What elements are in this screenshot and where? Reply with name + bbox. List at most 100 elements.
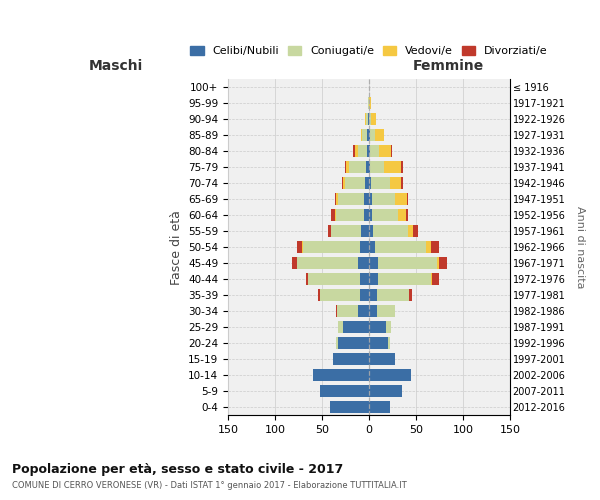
Bar <box>369 306 377 318</box>
Bar <box>386 322 391 334</box>
Bar <box>296 242 302 254</box>
Bar <box>372 210 398 222</box>
Bar <box>413 226 418 237</box>
Bar <box>369 178 371 190</box>
Bar <box>366 162 369 173</box>
Bar <box>359 290 369 302</box>
Bar <box>369 146 370 158</box>
Bar <box>306 274 308 285</box>
Bar <box>355 146 358 158</box>
Bar <box>296 258 358 270</box>
Text: Femmine: Femmine <box>412 59 484 73</box>
Bar <box>320 290 359 302</box>
Text: Maschi: Maschi <box>88 59 143 73</box>
Bar <box>346 162 349 173</box>
Bar <box>303 242 359 254</box>
Bar <box>335 210 336 222</box>
Bar <box>313 370 369 382</box>
Bar <box>343 178 344 190</box>
Bar <box>320 386 369 398</box>
Y-axis label: Fasce di età: Fasce di età <box>170 210 182 285</box>
Bar <box>372 194 395 205</box>
Bar <box>374 242 427 254</box>
Bar <box>398 210 406 222</box>
Bar <box>367 146 369 158</box>
Bar <box>431 242 439 254</box>
Bar <box>338 194 364 205</box>
Bar <box>401 178 403 190</box>
Bar <box>369 370 411 382</box>
Bar <box>343 322 369 334</box>
Bar <box>359 274 369 285</box>
Bar <box>369 354 395 366</box>
Bar <box>437 258 439 270</box>
Text: Popolazione per età, sesso e stato civile - 2017: Popolazione per età, sesso e stato civil… <box>12 462 343 475</box>
Bar <box>344 162 346 173</box>
Bar <box>369 226 373 237</box>
Bar <box>370 130 374 141</box>
Bar <box>379 258 437 270</box>
Bar <box>374 130 384 141</box>
Bar <box>379 274 431 285</box>
Bar <box>331 226 361 237</box>
Bar <box>391 146 392 158</box>
Bar <box>308 274 359 285</box>
Bar <box>369 210 372 222</box>
Bar <box>409 290 412 302</box>
Bar <box>409 226 413 237</box>
Bar <box>349 162 366 173</box>
Bar <box>368 98 369 110</box>
Bar <box>338 338 369 349</box>
Bar <box>432 274 439 285</box>
Bar <box>370 146 379 158</box>
Bar <box>329 402 369 413</box>
Bar <box>401 162 403 173</box>
Bar <box>328 226 331 237</box>
Bar <box>331 210 335 222</box>
Bar <box>388 338 389 349</box>
Bar <box>336 306 337 318</box>
Bar <box>369 386 402 398</box>
Bar <box>389 178 401 190</box>
Bar <box>369 274 379 285</box>
Bar <box>431 274 432 285</box>
Bar <box>369 114 371 126</box>
Bar <box>358 258 369 270</box>
Bar <box>367 130 369 141</box>
Bar <box>369 98 371 110</box>
Bar <box>292 258 296 270</box>
Bar <box>427 242 431 254</box>
Bar <box>361 130 362 141</box>
Bar <box>369 290 377 302</box>
Bar <box>379 146 391 158</box>
Bar <box>369 194 372 205</box>
Bar <box>364 210 369 222</box>
Bar <box>336 210 364 222</box>
Bar <box>334 354 369 366</box>
Bar <box>377 306 395 318</box>
Bar <box>318 290 320 302</box>
Legend: Celibi/Nubili, Coniugati/e, Vedovi/e, Divorziati/e: Celibi/Nubili, Coniugati/e, Vedovi/e, Di… <box>186 42 552 60</box>
Bar <box>395 194 407 205</box>
Y-axis label: Anni di nascita: Anni di nascita <box>575 206 585 288</box>
Bar <box>407 194 409 205</box>
Bar <box>369 402 389 413</box>
Bar <box>358 146 367 158</box>
Bar <box>358 306 369 318</box>
Bar <box>373 226 409 237</box>
Bar <box>365 114 366 126</box>
Bar <box>338 322 343 334</box>
Bar <box>369 338 388 349</box>
Bar <box>371 114 376 126</box>
Bar <box>342 178 343 190</box>
Bar <box>371 178 389 190</box>
Text: COMUNE DI CERRO VERONESE (VR) - Dati ISTAT 1° gennaio 2017 - Elaborazione TUTTIT: COMUNE DI CERRO VERONESE (VR) - Dati IST… <box>12 481 407 490</box>
Bar <box>344 178 365 190</box>
Bar <box>369 162 370 173</box>
Bar <box>377 290 409 302</box>
Bar <box>366 114 368 126</box>
Bar <box>369 322 386 334</box>
Bar <box>337 306 358 318</box>
Bar <box>369 130 370 141</box>
Bar <box>384 162 401 173</box>
